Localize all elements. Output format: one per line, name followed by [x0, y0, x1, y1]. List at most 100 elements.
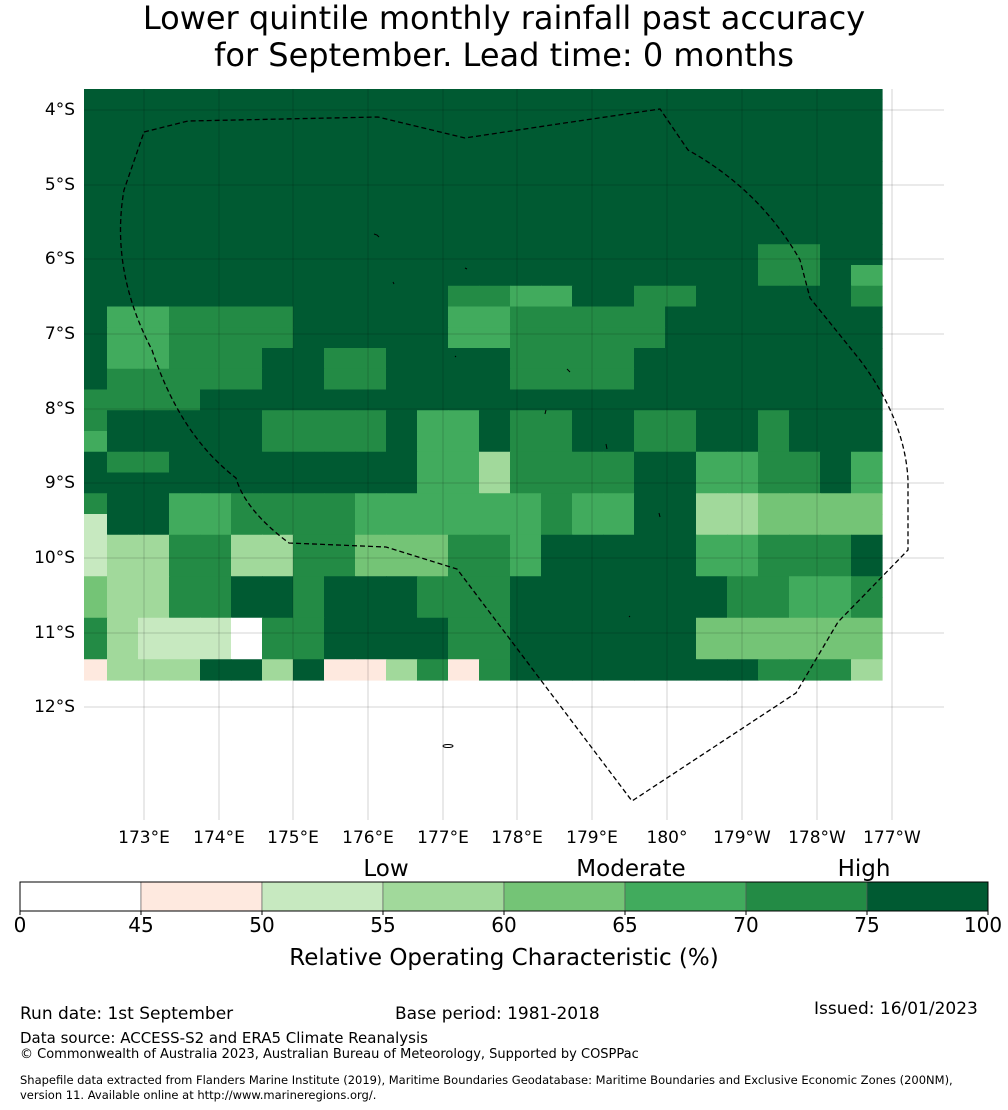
grid-cell: [262, 182, 294, 204]
grid-cell: [169, 431, 201, 453]
grid-cell: [84, 472, 108, 494]
grid-cell: [541, 451, 573, 474]
grid-cell: [355, 182, 387, 204]
grid-cell: [820, 161, 852, 183]
grid-cell: [355, 451, 387, 474]
grid-cell: [820, 306, 852, 328]
grid-cell: [138, 431, 170, 453]
grid-cell: [293, 576, 325, 598]
grid-cell: [820, 244, 852, 266]
grid-cell: [84, 410, 108, 432]
grid-cell: [355, 285, 387, 308]
legend-category-high: High: [837, 856, 891, 882]
grid-cell: [727, 576, 759, 598]
grid-cell: [479, 368, 511, 391]
grid-cell: [789, 368, 821, 391]
grid-cell: [386, 223, 418, 245]
grid-cell: [603, 182, 635, 204]
grid-cell: [665, 348, 697, 370]
grid-cell: [324, 389, 356, 411]
grid-cell: [696, 89, 728, 100]
grid-cell: [572, 431, 604, 453]
grid-cell: [479, 514, 511, 536]
shapefile-credit-line-2: version 11. Available online at http://w…: [20, 1088, 377, 1102]
grid-cell: [510, 555, 542, 577]
grid-cell: [479, 493, 511, 515]
grid-cell: [665, 555, 697, 577]
grid-cell: [324, 368, 356, 391]
grid-cell: [417, 389, 449, 411]
grid-cell: [262, 514, 294, 536]
grid-cell: [293, 244, 325, 266]
grid-cell: [448, 534, 480, 557]
grid-cell: [541, 514, 573, 536]
grid-cell: [386, 285, 418, 308]
grid-cell: [231, 161, 263, 183]
grid-cell: [386, 244, 418, 266]
grid-cell: [84, 368, 108, 391]
grid-cell: [851, 89, 883, 100]
grid-cell: [417, 555, 449, 577]
grid-cell: [510, 182, 542, 204]
grid-cell: [789, 306, 821, 328]
grid-cell: [231, 99, 263, 121]
grid-cell: [572, 389, 604, 411]
grid-cell: [851, 451, 883, 474]
grid-cell: [541, 99, 573, 121]
grid-cell: [262, 265, 294, 287]
grid-cell: [603, 493, 635, 515]
grid-cell: [262, 244, 294, 266]
grid-cell: [293, 265, 325, 287]
grid-cell: [448, 223, 480, 245]
grid-cell: [634, 182, 666, 204]
grid-cell: [851, 431, 883, 453]
grid-cell: [727, 617, 759, 640]
grid-cell: [851, 119, 883, 142]
grid-cell: [696, 119, 728, 142]
grid-cell: [169, 244, 201, 266]
grid-cell: [634, 638, 666, 660]
grid-cell: [169, 140, 201, 162]
grid-cell: [386, 306, 418, 328]
rainfall-accuracy-grid: [84, 89, 883, 681]
grid-cell: [479, 306, 511, 328]
grid-cell: [231, 493, 263, 515]
grid-cell: [851, 514, 883, 536]
grid-cell: [634, 161, 666, 183]
grid-cell: [634, 493, 666, 515]
grid-cell: [603, 223, 635, 245]
grid-cell: [634, 140, 666, 162]
grid-cell: [541, 89, 573, 100]
grid-cell: [293, 514, 325, 536]
grid-cell: [851, 638, 883, 660]
grid-cell: [169, 410, 201, 432]
grid-cell: [665, 202, 697, 225]
grid-cell: [138, 327, 170, 349]
grid-cell: [293, 182, 325, 204]
colorbar-segment: [624, 881, 747, 912]
grid-cell: [603, 368, 635, 391]
grid-cell: [84, 99, 108, 121]
island-marker: [464, 267, 468, 270]
grid-cell: [665, 119, 697, 142]
grid-cell: [758, 202, 790, 225]
grid-cell: [138, 638, 170, 660]
grid-cell: [820, 514, 852, 536]
grid-cell: [231, 223, 263, 245]
grid-cell: [448, 576, 480, 598]
grid-cell: [262, 306, 294, 328]
grid-cell: [107, 493, 139, 515]
grid-cell: [386, 368, 418, 391]
grid-cell: [696, 285, 728, 308]
grid-cell: [324, 223, 356, 245]
grid-cell: [417, 472, 449, 494]
grid-cell: [510, 617, 542, 640]
grid-cell: [510, 431, 542, 453]
grid-cell: [758, 597, 790, 619]
grid-cell: [634, 202, 666, 225]
grid-cell: [231, 597, 263, 619]
grid-cell: [200, 576, 232, 598]
grid-cell: [138, 617, 170, 640]
grid-cell: [107, 327, 139, 349]
grid-cell: [324, 348, 356, 370]
